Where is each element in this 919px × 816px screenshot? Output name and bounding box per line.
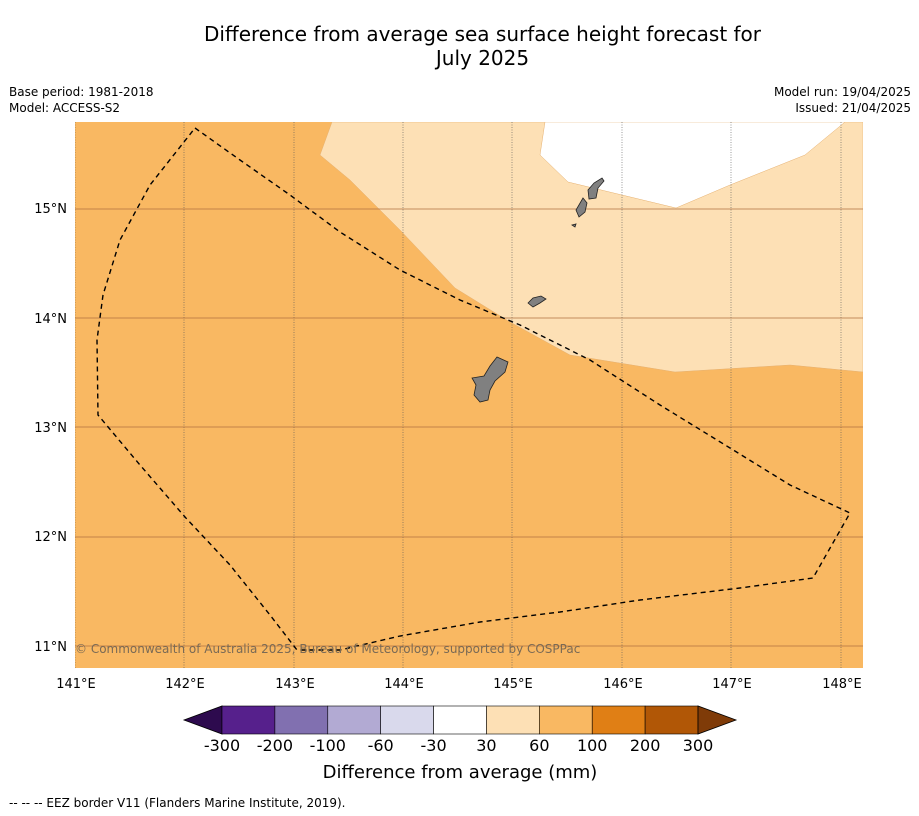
- eez-footnote: -- -- -- EEZ border V11 (Flanders Marine…: [9, 796, 346, 810]
- colorbar-tick: 60: [529, 736, 549, 755]
- longitude-labels: 141°E 142°E 143°E 144°E 145°E 146°E 147°…: [56, 677, 862, 692]
- colorbar-left-extension: [182, 705, 223, 735]
- colorbar-segment: [221, 705, 276, 735]
- guam-island: [471, 356, 509, 403]
- title-line-2: July 2025: [435, 46, 530, 70]
- colorbar-tick: -300: [204, 736, 240, 755]
- land-islands: [471, 177, 605, 403]
- left-info: Base period: 1981-2018 Model: ACCESS-S2: [9, 84, 154, 116]
- model-run: Model run: 19/04/2025: [773, 85, 911, 99]
- latitude-gridlines: [75, 208, 863, 647]
- colorbar-tick: -100: [310, 736, 346, 755]
- lat-label: 15°N: [34, 202, 67, 217]
- colorbar-tick-labels: -300 -200 -100 -60 -30 30 60 100 200 300: [204, 736, 713, 755]
- colorbar-segment: [486, 705, 540, 735]
- base-period: Base period: 1981-2018: [9, 85, 154, 99]
- lon-label: 141°E: [56, 677, 96, 692]
- tinian-island: [575, 197, 588, 218]
- lat-label: 12°N: [34, 530, 67, 545]
- saipan-island: [587, 177, 605, 200]
- lat-label: 13°N: [34, 421, 67, 436]
- lat-label: 14°N: [34, 312, 67, 327]
- lon-label: 145°E: [493, 677, 533, 692]
- colorbar-segment: [539, 705, 593, 735]
- colorbar-segment: [591, 705, 646, 735]
- colorbar-label: Difference from average (mm): [323, 762, 598, 783]
- colorbar-tick: 300: [683, 736, 714, 755]
- lon-label: 147°E: [712, 677, 752, 692]
- colorbar-tick: -30: [420, 736, 446, 755]
- right-info: Model run: 19/04/2025 Issued: 21/04/2025: [774, 84, 911, 116]
- colorbar: -300 -200 -100 -60 -30 30 60 100 200 300 Differen…: [182, 705, 738, 783]
- issued-date: Issued: 21/04/2025: [795, 101, 911, 115]
- colorbar-tick: 30: [476, 736, 496, 755]
- lat-label: 11°N: [34, 640, 67, 655]
- band-neutral: [539, 122, 846, 209]
- rota-island: [527, 295, 547, 308]
- lon-label: 148°E: [822, 677, 862, 692]
- colorbar-tick: 200: [630, 736, 661, 755]
- lon-label: 144°E: [384, 677, 424, 692]
- lon-label: 146°E: [603, 677, 643, 692]
- colorbar-tick: -200: [257, 736, 293, 755]
- small-islet: [571, 223, 577, 228]
- map-plot-area: © Commonwealth of Australia 2025, Bureau…: [75, 122, 863, 668]
- colorbar-segment: [433, 705, 487, 735]
- lon-label: 142°E: [165, 677, 205, 692]
- colorbar-tick: -60: [368, 736, 394, 755]
- longitude-gridlines: [75, 122, 842, 668]
- colorbar-right-extension: [697, 705, 738, 735]
- colorbar-segments: [221, 705, 699, 735]
- colorbar-tick: 100: [577, 736, 608, 755]
- colorbar-segment: [380, 705, 434, 735]
- colorbar-segment: [644, 705, 699, 735]
- copyright-text: © Commonwealth of Australia 2025, Bureau…: [75, 642, 580, 656]
- title-line-1: Difference from average sea surface heig…: [203, 22, 762, 46]
- model-name: Model: ACCESS-S2: [9, 101, 121, 115]
- colorbar-segment: [274, 705, 329, 735]
- lon-label: 143°E: [275, 677, 315, 692]
- map-title: Difference from average sea surface heig…: [0, 22, 919, 70]
- colorbar-segment: [327, 705, 381, 735]
- latitude-labels: 15°N 14°N 13°N 12°N 11°N: [34, 202, 67, 655]
